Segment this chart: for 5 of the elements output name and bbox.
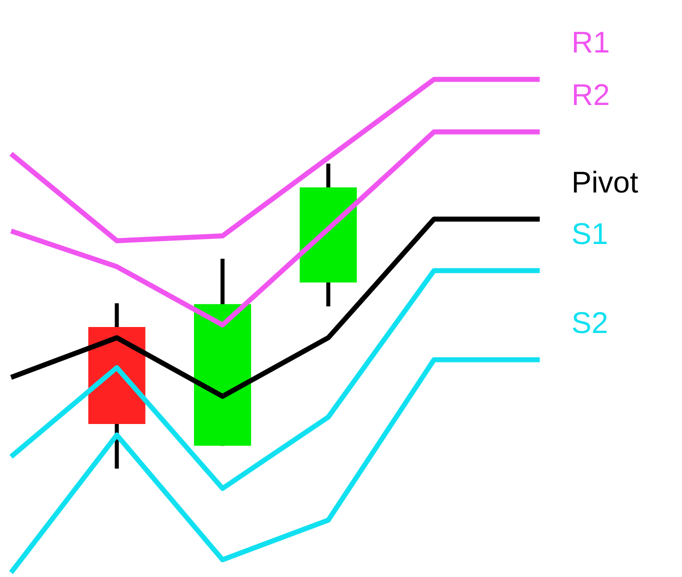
series-label: Pivot — [571, 166, 639, 200]
series-label: S1 — [571, 218, 608, 251]
series-label: S2 — [571, 306, 608, 340]
series-label: R1 — [571, 26, 610, 60]
series-label: R2 — [571, 79, 610, 112]
